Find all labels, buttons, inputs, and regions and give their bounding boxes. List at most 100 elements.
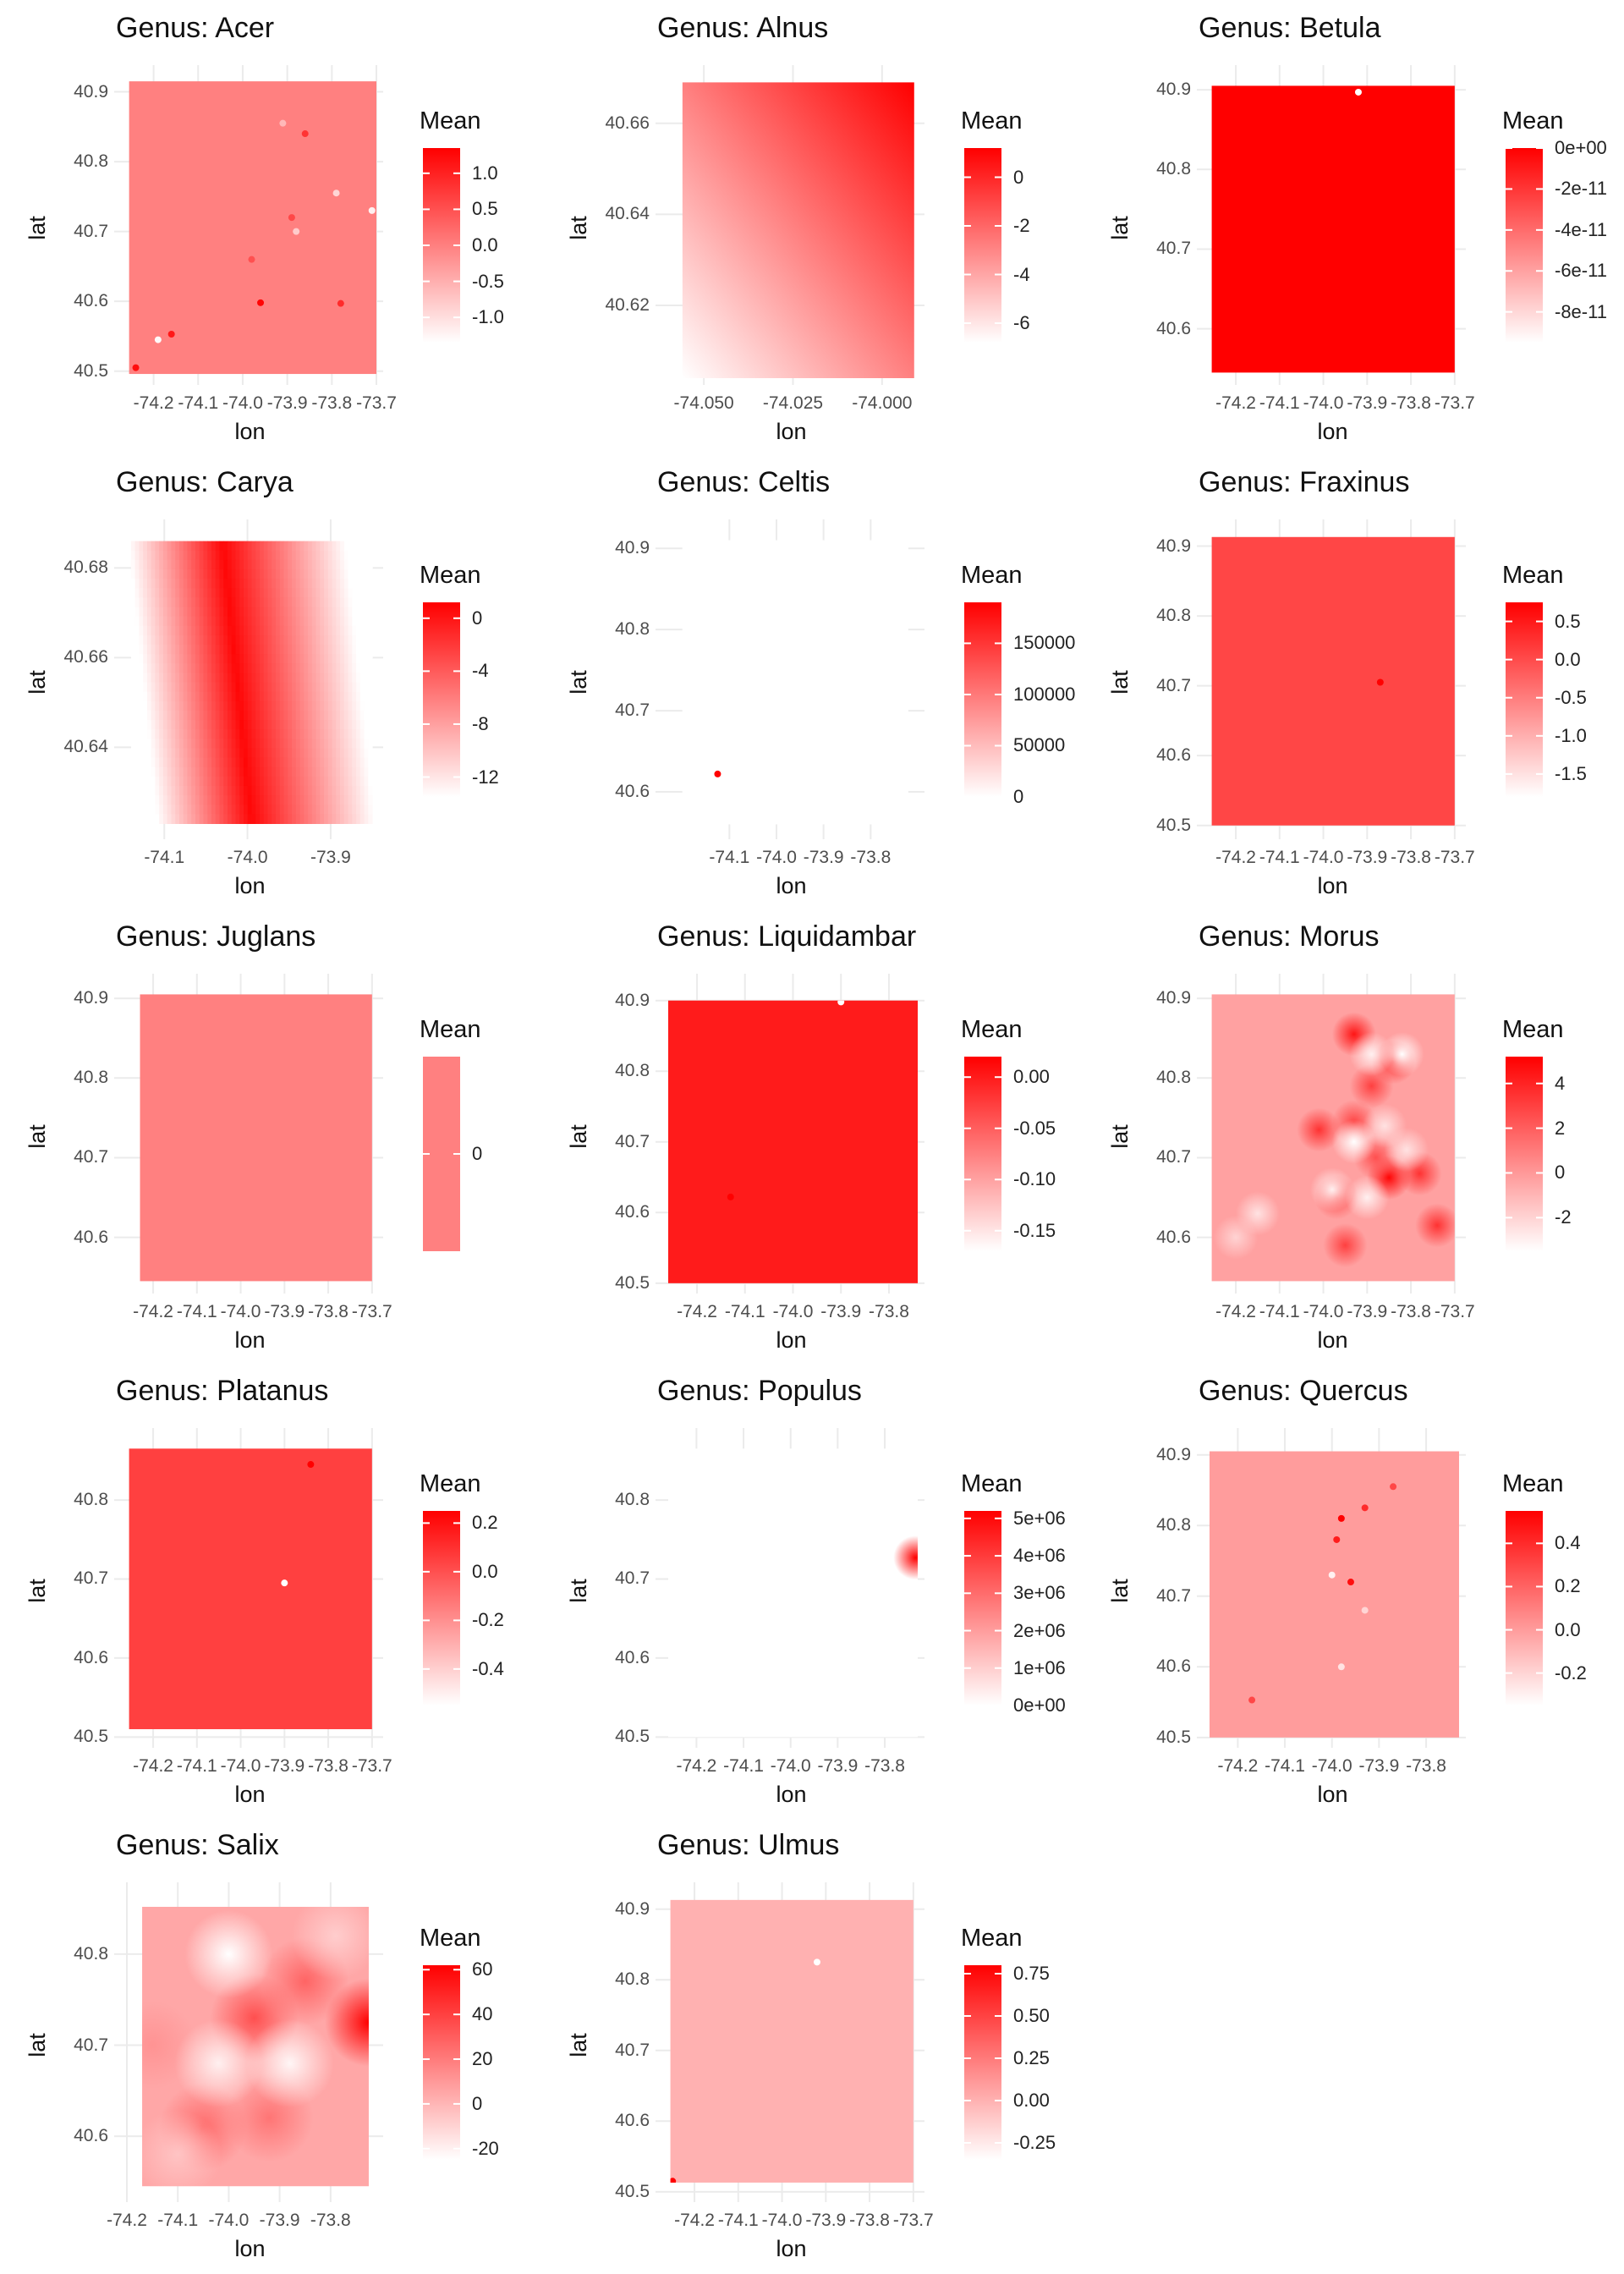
- raster-tile: [332, 579, 337, 589]
- raster-tile: [283, 785, 288, 796]
- raster-tile: [159, 805, 164, 815]
- legend-tick-label: 1.0: [472, 162, 498, 184]
- raster-tile: [315, 588, 321, 598]
- raster-tile: [682, 540, 908, 825]
- raster-tile: [191, 597, 196, 608]
- raster-tile: [227, 710, 233, 721]
- x-axis-label: lon: [234, 2236, 266, 2261]
- raster-tile: [235, 795, 240, 805]
- raster-tile: [359, 691, 365, 702]
- raster-tile: [272, 748, 277, 759]
- raster-tile: [239, 748, 244, 759]
- raster-tile: [247, 607, 253, 618]
- raster-tile: [167, 597, 173, 608]
- legend-tick-label: 150000: [1013, 632, 1076, 654]
- raster-tile: [276, 550, 281, 561]
- y-tick-label: 40.9: [615, 538, 650, 558]
- raster-tile: [227, 814, 233, 825]
- raster-tile: [219, 776, 224, 787]
- raster-tile: [207, 729, 212, 739]
- raster-tile: [159, 814, 164, 825]
- raster-tile: [219, 795, 224, 805]
- raster-tile: [162, 785, 168, 796]
- raster-tile: [195, 607, 200, 618]
- raster-tile: [183, 748, 189, 759]
- raster-tile: [175, 729, 180, 739]
- value-spot: [1297, 1107, 1341, 1152]
- value-spot: [142, 2110, 222, 2187]
- raster-tile: [159, 785, 164, 796]
- raster-tile: [352, 766, 357, 777]
- raster-tile: [308, 663, 313, 673]
- raster-tile: [267, 559, 272, 570]
- raster-tile: [171, 805, 176, 815]
- raster-tile: [308, 634, 313, 645]
- raster-tile: [348, 673, 353, 684]
- raster-tile: [315, 579, 321, 589]
- raster-tile: [343, 597, 349, 608]
- raster-tile: [215, 588, 221, 598]
- raster-tile: [235, 776, 240, 787]
- raster-tile: [263, 739, 269, 749]
- raster-tile: [139, 795, 144, 805]
- raster-tile: [219, 720, 224, 730]
- raster-tile: [227, 720, 233, 730]
- raster-tile: [243, 579, 249, 589]
- raster-tile: [203, 588, 208, 598]
- raster-tile: [227, 541, 233, 552]
- raster-tile: [183, 776, 189, 787]
- raster-tile: [308, 700, 313, 711]
- raster-tile: [327, 673, 333, 684]
- raster-tile: [255, 579, 261, 589]
- raster-tile: [299, 663, 304, 673]
- raster-tile: [203, 795, 208, 805]
- raster-tile: [171, 720, 176, 730]
- raster-tile: [272, 710, 277, 721]
- raster-tile: [368, 579, 373, 589]
- raster-tile: [311, 739, 317, 749]
- raster-tile: [359, 785, 365, 796]
- raster-tile: [139, 720, 144, 730]
- raster-tile: [227, 776, 233, 787]
- raster-tile: [292, 673, 297, 684]
- raster-tile: [356, 710, 361, 721]
- raster-tile: [315, 739, 321, 749]
- raster-tile: [203, 785, 208, 796]
- raster-tile: [130, 766, 136, 777]
- raster-tile: [356, 644, 361, 655]
- x-axis-label: lon: [776, 1327, 807, 1353]
- legend-tick-label: 0.0: [472, 234, 498, 255]
- facet-panel: Genus: Carya -74.1 -74.0 -73.9 40.64 40.66 40.…: [0, 454, 541, 909]
- raster-tile: [247, 541, 253, 552]
- raster-tile: [139, 776, 144, 787]
- raster-tile: [340, 588, 345, 598]
- raster-tile: [139, 748, 144, 759]
- legend-tick-label: 0.0: [472, 1560, 498, 1582]
- legend-colorbar: [423, 1511, 460, 1706]
- raster-tile: [348, 710, 353, 721]
- raster-tile: [332, 616, 337, 627]
- raster-tile: [223, 654, 228, 664]
- raster-tile: [167, 607, 173, 618]
- raster-tile: [187, 663, 192, 673]
- raster-tile: [199, 634, 205, 645]
- raster-tile: [272, 700, 277, 711]
- raster-tile: [130, 805, 136, 815]
- raster-tile: [332, 729, 337, 739]
- raster-tile: [139, 785, 144, 796]
- raster-tile: [295, 766, 301, 777]
- raster-tile: [356, 673, 361, 684]
- raster-tile: [187, 691, 192, 702]
- raster-tile: [183, 700, 189, 711]
- y-tick-label: 40.7: [1156, 1147, 1191, 1167]
- raster-tile: [288, 757, 293, 768]
- raster-tile: [211, 644, 217, 655]
- raster-tile: [227, 673, 233, 684]
- raster-tile: [343, 766, 349, 777]
- raster-tile: [327, 700, 333, 711]
- raster-tile: [279, 691, 285, 702]
- raster-tile: [336, 739, 341, 749]
- raster-tile: [315, 654, 321, 664]
- raster-tile: [243, 663, 249, 673]
- raster-tile: [146, 568, 152, 579]
